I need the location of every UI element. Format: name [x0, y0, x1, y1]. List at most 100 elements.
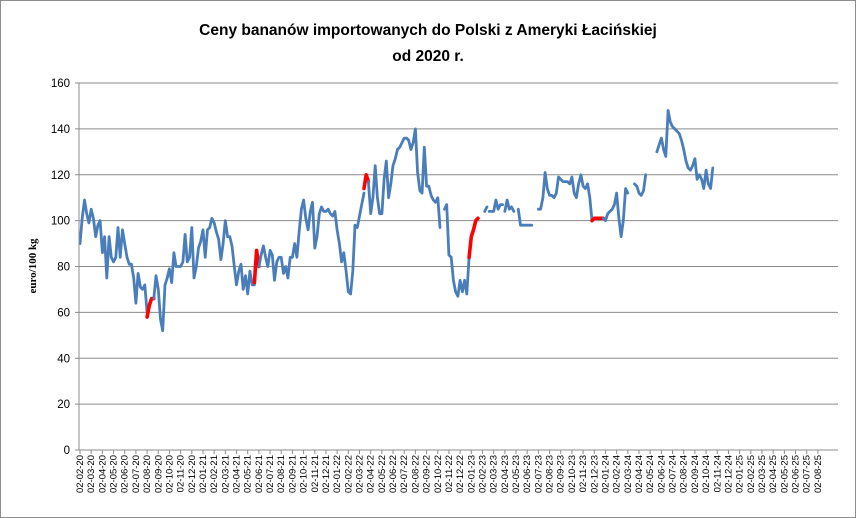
x-tick-label: 02-06-25 [791, 455, 802, 493]
x-tick-labels: 02-02-20 02-03-20 02-04-20 02-05-20 02-06-20… [75, 450, 824, 493]
x-tick-label: 02-12-21 [321, 455, 332, 493]
x-tick-label: 02-09-23 [556, 455, 567, 493]
x-tick-label: 02-08-21 [276, 455, 287, 493]
x-tick-label: 02-08-20 [142, 455, 153, 493]
x-tick-label: 02-03-25 [757, 455, 768, 493]
x-tick-label: 02-10-22 [433, 455, 444, 493]
x-tick-label: 02-11-20 [176, 455, 187, 492]
x-tick-label: 02-01-24 [600, 455, 611, 493]
x-tick-label: 02-02-24 [612, 455, 623, 493]
x-tick-label: 02-03-20 [86, 455, 97, 493]
series-segment [152, 216, 256, 333]
x-tick-label: 02-02-23 [477, 455, 488, 493]
chart-title-line-1: Ceny bananów importowanych do Polski z A… [199, 22, 657, 39]
series-segment [257, 191, 366, 296]
y-tick-label: 120 [51, 170, 70, 182]
x-tick-label: 02-04-21 [232, 455, 243, 493]
x-tick-label: 02-01-21 [198, 455, 209, 493]
x-tick-label: 02-10-20 [164, 455, 175, 493]
series-segment [366, 127, 442, 229]
x-tick-label: 02-01-22 [332, 455, 343, 493]
x-tick-label: 02-05-20 [109, 455, 120, 493]
x-tick-label: 02-05-25 [779, 455, 790, 493]
y-tick-label: 0 [64, 445, 70, 457]
x-tick-label: 02-02-25 [746, 455, 757, 493]
x-tick-label: 02-10-23 [567, 455, 578, 493]
x-tick-label: 02-04-22 [366, 455, 377, 493]
highlighted-series-segment [467, 216, 480, 260]
series-segment [483, 205, 489, 213]
x-tick-label: 02-12-20 [187, 455, 198, 493]
x-tick-label: 02-12-24 [723, 455, 734, 493]
x-tick-label: 02-06-20 [120, 455, 131, 493]
y-axis-label: euro/100 kg [27, 238, 39, 294]
x-tick-label: 02-07-22 [399, 455, 410, 493]
x-tick-label: 02-08-23 [545, 455, 556, 493]
x-tick-label: 02-03-21 [220, 455, 231, 493]
x-tick-label: 02-12-23 [589, 455, 600, 493]
x-tick-label: 02-03-23 [489, 455, 500, 493]
y-tick-label: 80 [57, 262, 70, 274]
y-tick-label: 160 [51, 78, 70, 90]
x-tick-label: 02-03-24 [623, 455, 634, 493]
series-segment [78, 198, 149, 314]
x-tick-label: 02-12-22 [455, 455, 466, 493]
x-tick-label: 02-11-23 [578, 455, 589, 492]
x-tick-label: 02-07-21 [265, 455, 276, 493]
x-tick-label: 02-06-22 [388, 455, 399, 493]
x-tick-label: 02-11-21 [310, 455, 321, 492]
y-tick-label: 60 [57, 307, 70, 319]
x-tick-label: 02-02-20 [75, 455, 86, 493]
x-tick-label: 02-04-25 [768, 455, 779, 493]
x-tick-label: 02-05-22 [377, 455, 388, 493]
x-tick-label: 02-04-23 [500, 455, 511, 493]
x-tick-label: 02-01-23 [466, 455, 477, 493]
x-tick-label: 02-07-20 [131, 455, 142, 493]
series-segment [601, 187, 630, 239]
x-tick-label: 02-08-24 [679, 455, 690, 493]
x-tick-label: 02-06-24 [656, 455, 667, 493]
series-segment [655, 109, 715, 190]
x-tick-label: 02-11-22 [444, 455, 455, 492]
series-segment [516, 207, 534, 227]
x-tick-label: 02-08-25 [813, 455, 824, 493]
highlighted-series-segment [362, 173, 371, 191]
x-tick-label: 02-09-24 [690, 455, 701, 493]
y-tick-label: 100 [51, 216, 70, 228]
x-tick-label: 02-04-24 [634, 455, 645, 493]
axes [78, 83, 838, 451]
x-tick-label: 02-06-23 [522, 455, 533, 493]
x-tick-label: 02-06-21 [254, 455, 265, 493]
x-tick-label: 02-09-20 [153, 455, 164, 493]
x-tick-label: 02-02-22 [343, 455, 354, 493]
x-tick-label: 02-02-21 [209, 455, 220, 493]
series-segment [633, 173, 648, 197]
series-segment [503, 198, 516, 213]
chart-title-line-2: od 2020 r. [392, 48, 464, 65]
x-tick-label: 02-03-22 [355, 455, 366, 493]
x-tick-label: 02-04-20 [97, 455, 108, 493]
highlighted-series-segment [145, 296, 156, 319]
x-tick-label: 02-07-23 [533, 455, 544, 493]
x-tick-label: 02-05-23 [511, 455, 522, 493]
x-tick-label: 02-08-22 [410, 455, 421, 493]
x-tick-label: 02-07-24 [668, 455, 679, 493]
x-tick-label: 02-07-25 [802, 455, 813, 493]
series-segment [487, 198, 505, 213]
x-tick-label: 02-09-22 [422, 455, 433, 493]
x-tick-label: 02-05-24 [645, 455, 656, 493]
y-tick-label: 20 [57, 399, 70, 411]
y-tick-label: 40 [57, 353, 70, 365]
y-tick-labels: 0 20 40 60 80 100 120 140 160 [51, 78, 70, 457]
x-tick-label: 02-11-24 [712, 455, 723, 492]
y-tick-label: 140 [51, 124, 70, 136]
x-tick-label: 02-10-21 [299, 455, 310, 493]
highlighted-series-segment [590, 216, 606, 223]
price-series [78, 109, 715, 333]
x-tick-label: 02-10-24 [701, 455, 712, 493]
x-tick-label: 02-01-25 [735, 455, 746, 493]
gridlines [75, 82, 838, 451]
x-tick-label: 02-09-21 [287, 455, 298, 493]
